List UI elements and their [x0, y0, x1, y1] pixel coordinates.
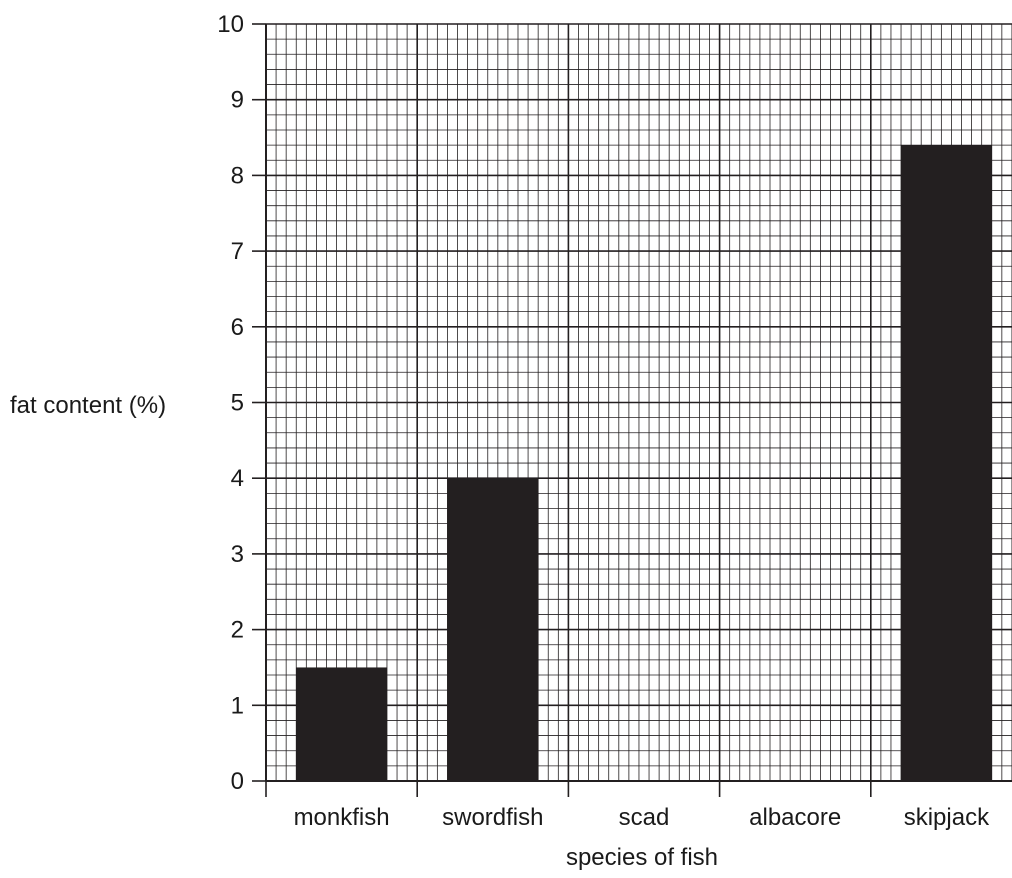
y-tick-label: 2: [231, 617, 244, 644]
axes-layer: [252, 23, 1012, 797]
y-tick-label: 10: [217, 11, 244, 38]
x-tick-label-scad: scad: [619, 804, 670, 831]
y-tick-label: 5: [231, 390, 244, 417]
x-tick-label-skipjack: skipjack: [904, 804, 990, 831]
y-tick-labels: 0 1 2 3 4 5 6 7 8 9 10: [217, 11, 244, 795]
bars-layer: [296, 145, 992, 781]
bar-swordfish: [447, 478, 539, 781]
y-tick-label: 0: [231, 768, 244, 795]
y-tick-label: 6: [231, 314, 244, 341]
x-tick-label-albacore: albacore: [749, 804, 841, 831]
x-tick-label-swordfish: swordfish: [442, 804, 543, 831]
x-tick-label-monkfish: monkfish: [294, 804, 390, 831]
y-tick-label: 1: [231, 692, 244, 719]
x-tick-labels: monkfish swordfish scad albacore skipjack: [294, 804, 991, 831]
y-tick-label: 7: [231, 238, 244, 265]
y-tick-label: 3: [231, 541, 244, 568]
x-axis-label: species of fish: [566, 844, 718, 871]
y-axis-label: fat content (%): [10, 392, 166, 419]
y-tick-label: 9: [231, 87, 244, 114]
bar-monkfish: [296, 667, 388, 781]
y-tick-label: 4: [231, 465, 244, 492]
bar-skipjack: [900, 145, 992, 781]
y-tick-label: 8: [231, 162, 244, 189]
